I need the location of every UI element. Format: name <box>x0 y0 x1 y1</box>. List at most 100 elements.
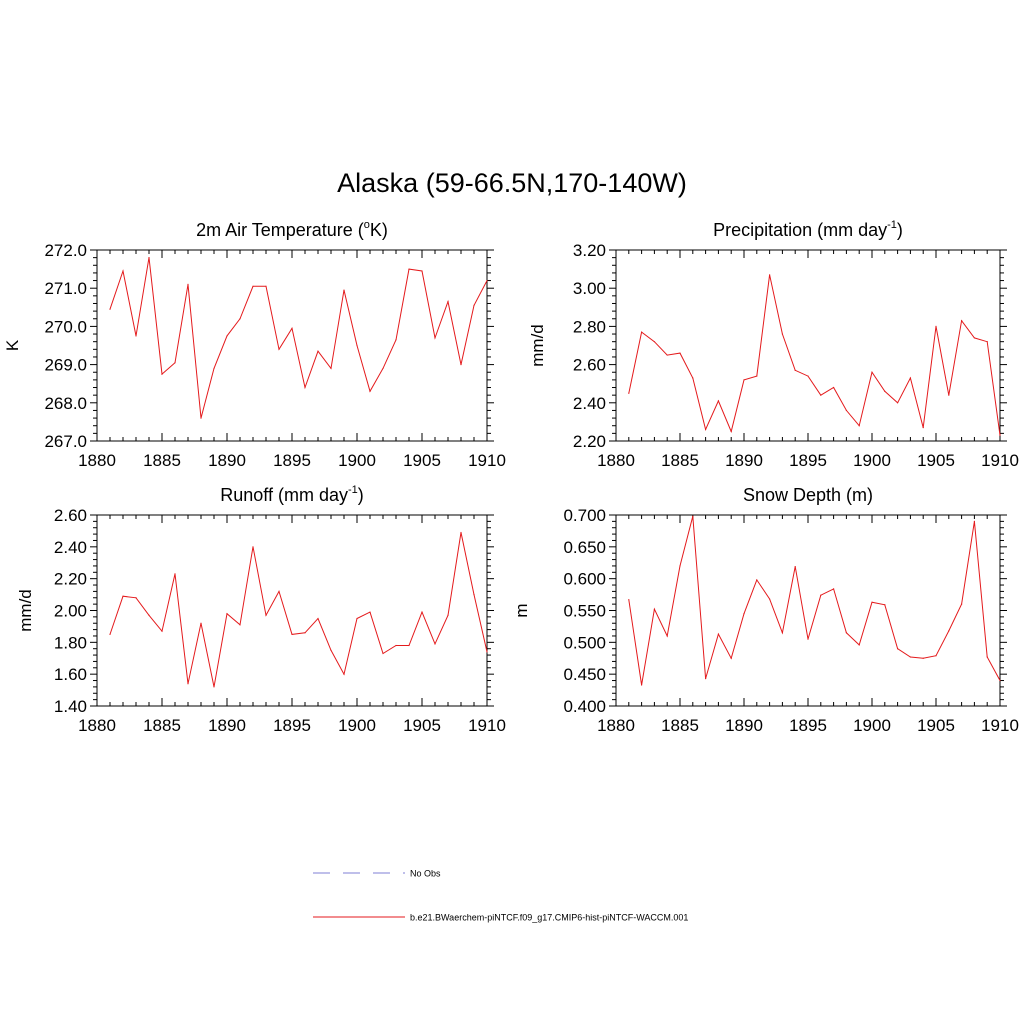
data-point <box>794 369 796 371</box>
data-point <box>304 632 306 634</box>
data-point <box>434 643 436 645</box>
x-tick-label: 1910 <box>468 716 506 735</box>
data-point <box>291 633 293 635</box>
x-tick-label: 1885 <box>143 451 181 470</box>
data-point <box>473 304 475 306</box>
data-point <box>871 601 873 603</box>
data-point <box>769 274 771 276</box>
panel-title-text: 2m Air Temperature ( <box>196 220 364 240</box>
data-point <box>148 257 150 259</box>
data-point <box>473 593 475 596</box>
panel-title: Runoff (mm day-1) <box>220 484 364 505</box>
data-point <box>986 341 988 343</box>
y-tick-label: 268.0 <box>44 394 87 413</box>
data-point <box>730 657 732 659</box>
y-tick-label: 0.500 <box>563 633 606 652</box>
data-point <box>317 350 319 352</box>
data-point <box>845 632 848 634</box>
x-tick-label: 1885 <box>661 716 699 735</box>
x-tick-label: 1890 <box>725 716 763 735</box>
data-point <box>135 597 137 599</box>
y-tick-label: 3.20 <box>573 241 606 260</box>
x-tick-label: 1895 <box>273 716 311 735</box>
y-tick-label: 2.20 <box>54 570 87 589</box>
x-tick-label: 1895 <box>789 716 827 735</box>
panel-temperature: 1880 1885 1890 1895 1900 1905 1910 267.0 268.0 26… <box>3 219 506 470</box>
data-point <box>884 390 886 392</box>
plot-frame <box>615 249 1001 442</box>
data-point <box>135 335 137 337</box>
data-point <box>756 375 758 377</box>
data-point <box>833 386 835 389</box>
data-point <box>653 608 656 610</box>
panel-title-text: Snow Depth (m) <box>743 485 873 505</box>
data-point <box>460 364 462 366</box>
data-point <box>679 565 681 567</box>
data-point <box>781 333 784 335</box>
panel-title-suffix: K) <box>370 220 388 240</box>
y-axis-label: mm/d <box>528 324 547 367</box>
data-point <box>820 594 822 596</box>
data-point <box>820 394 822 396</box>
data-point <box>395 644 397 647</box>
data-point <box>756 579 758 581</box>
y-tick-label: 1.60 <box>54 665 87 684</box>
data-point <box>200 417 202 419</box>
y-tick-label: 2.40 <box>54 538 87 557</box>
y-tick-label: 272.0 <box>44 241 87 260</box>
x-tick-label: 1900 <box>853 451 891 470</box>
panel-title-sup: -1 <box>348 484 358 496</box>
data-point <box>421 270 423 272</box>
data-point <box>999 679 1001 682</box>
x-tick-label: 1905 <box>917 451 955 470</box>
plot-frame <box>615 514 1001 707</box>
data-point <box>679 352 681 354</box>
data-point <box>961 320 963 322</box>
x-tick-label: 1895 <box>273 451 311 470</box>
data-point <box>973 337 976 339</box>
data-point <box>717 633 720 635</box>
y-axis-label: m <box>512 603 531 617</box>
x-tick-label: 1900 <box>853 716 891 735</box>
data-point <box>909 377 912 379</box>
y-tick-label: 267.0 <box>44 432 87 451</box>
x-tick-label: 1900 <box>338 716 376 735</box>
panel-title-suffix: ) <box>358 485 364 505</box>
data-point <box>922 657 924 659</box>
data-point <box>858 644 860 646</box>
data-point <box>743 379 745 381</box>
data-point <box>781 632 784 634</box>
legend: No Obs b.e21.BWaerchem-piNTCF.f09_g17.CM… <box>313 869 688 923</box>
data-point <box>239 624 241 626</box>
data-point <box>447 300 449 303</box>
x-tick-label: 1895 <box>789 451 827 470</box>
data-point <box>408 268 410 270</box>
data-point <box>356 617 358 620</box>
y-tick-label: 0.450 <box>563 665 606 684</box>
data-point <box>897 648 899 650</box>
data-point <box>109 308 111 310</box>
y-tick-label: 0.600 <box>563 570 606 589</box>
x-tick-label: 1890 <box>725 451 763 470</box>
data-point <box>845 409 848 412</box>
data-point <box>641 331 643 333</box>
y-tick-label: 0.400 <box>563 697 606 716</box>
data-point <box>343 289 345 291</box>
data-point <box>122 595 124 597</box>
x-tick-label: 1880 <box>597 451 635 470</box>
x-tick-label: 1900 <box>338 451 376 470</box>
panel-runoff: 1880 1885 1890 1895 1900 1905 1910 1.40 1.60 1.80… <box>16 484 506 735</box>
y-axis-label: mm/d <box>16 589 35 632</box>
y-tick-label: 0.650 <box>563 538 606 557</box>
data-point <box>447 614 449 616</box>
y-tick-label: 2.40 <box>573 394 606 413</box>
data-point <box>935 655 937 657</box>
series-line-temperature <box>109 257 488 419</box>
data-point <box>769 598 771 600</box>
y-tick-label: 0.700 <box>563 506 606 525</box>
y-tick-label: 0.550 <box>563 602 606 621</box>
data-point <box>265 285 267 287</box>
panel-title: Precipitation (mm day-1) <box>713 219 903 240</box>
data-point <box>369 611 371 613</box>
